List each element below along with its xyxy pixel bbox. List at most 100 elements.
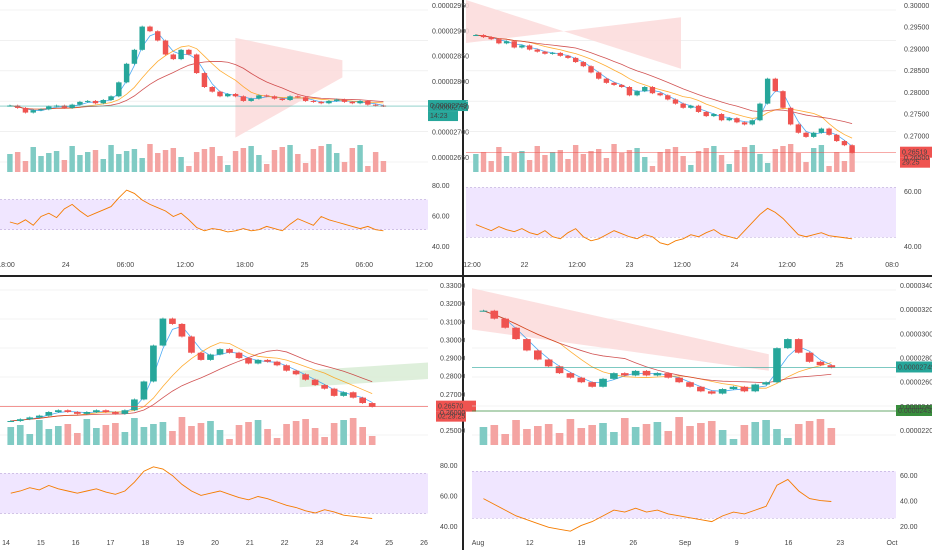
- candle-body: [795, 124, 802, 133]
- candle-body: [688, 105, 694, 108]
- time-axis-label: 12:00: [673, 262, 691, 269]
- candle-body: [45, 412, 53, 416]
- volume-bar: [849, 147, 855, 172]
- volume-bar: [121, 432, 129, 445]
- candle-body: [503, 41, 510, 44]
- candle-body: [16, 419, 24, 422]
- candle-body: [279, 98, 285, 101]
- volume-bar: [131, 418, 138, 445]
- volume-bar: [64, 424, 72, 445]
- volume-bar: [764, 163, 771, 172]
- volume-bar: [359, 427, 366, 445]
- candle-body: [102, 410, 110, 413]
- candle-body: [611, 82, 617, 85]
- candle-body: [610, 373, 618, 379]
- time-axis-label: 16: [72, 540, 80, 547]
- candle-body: [321, 385, 328, 389]
- volume-bar: [178, 157, 184, 172]
- volume-bar: [805, 421, 814, 445]
- volume-bar: [69, 146, 75, 172]
- time-axis-label: 22: [521, 262, 529, 269]
- time-axis-label: 18:00: [236, 262, 254, 269]
- candle-body: [490, 310, 499, 319]
- volume-bar: [503, 156, 510, 172]
- volume-bar: [726, 164, 732, 172]
- volume-bar: [178, 417, 186, 445]
- volume-bar: [490, 425, 499, 445]
- price-axis-label: 0.28500: [904, 68, 929, 75]
- candle-body: [588, 66, 594, 73]
- last-price-tag: [900, 146, 932, 158]
- chart-panel-top-right: [466, 0, 932, 246]
- volume-bar: [780, 146, 786, 172]
- volume-bar: [207, 421, 214, 445]
- volume-bar: [318, 146, 324, 172]
- candle-body: [197, 352, 205, 360]
- rsi-band: [0, 473, 428, 514]
- volume-bar: [672, 147, 679, 172]
- volume-bar: [588, 151, 594, 172]
- price-axis-label: 0.29500: [904, 25, 929, 32]
- candle-body: [14, 105, 21, 108]
- volume-bar: [84, 152, 91, 172]
- candle-body: [357, 100, 363, 104]
- time-axis-label: 22: [281, 540, 289, 547]
- candle-body: [634, 91, 640, 96]
- price-axis-label: 0.27000: [904, 133, 929, 140]
- last-price-label: 0.00002749: [430, 103, 467, 110]
- volume-bar: [816, 419, 825, 445]
- candle-body: [626, 87, 633, 96]
- candle-body: [718, 114, 725, 121]
- candle-body: [292, 370, 300, 375]
- candle-body: [557, 52, 563, 56]
- volume-bar: [7, 154, 13, 172]
- price-axis-label: 0.30000: [440, 337, 465, 344]
- last-price-tag: [428, 100, 468, 112]
- volume-bar: [787, 144, 794, 172]
- candle-body: [479, 310, 488, 312]
- volume-bar: [634, 148, 640, 172]
- ichimoku-cloud: [299, 362, 428, 388]
- volume-bar: [150, 424, 157, 445]
- candle-body: [519, 45, 525, 48]
- candle-body: [664, 373, 673, 378]
- countdown-tag: [436, 411, 466, 422]
- candle-body: [726, 118, 732, 121]
- time-axis-label: 12:00: [463, 262, 481, 269]
- volume-bar: [263, 164, 270, 172]
- volume-bar: [697, 423, 705, 445]
- volume-bar: [619, 153, 625, 172]
- volume-bar: [688, 165, 694, 172]
- candle-body: [642, 370, 651, 376]
- time-axis-label: 16: [785, 540, 793, 547]
- volume-bar: [264, 429, 271, 445]
- volume-bar: [512, 420, 520, 445]
- candle-body: [565, 55, 571, 58]
- price-axis-label: 0.33000: [440, 283, 465, 290]
- candle-body: [46, 106, 52, 110]
- candle-body: [544, 359, 553, 367]
- volume-bar: [557, 150, 563, 172]
- candle-body: [178, 49, 184, 60]
- volume-bar: [523, 429, 531, 445]
- candle-body: [330, 388, 338, 396]
- volume-bar: [245, 422, 252, 445]
- candle-body: [826, 128, 832, 135]
- candle-body: [225, 93, 231, 97]
- volume-bar: [256, 155, 262, 172]
- volume-bar: [131, 149, 138, 172]
- price-axis-label: 0.27000: [440, 392, 465, 399]
- candle-body: [695, 105, 702, 112]
- candle-body: [147, 26, 153, 32]
- rsi-axis-label: 40.00: [432, 244, 450, 251]
- volume-bar: [740, 425, 749, 445]
- price-axis-label: 0.00002900: [432, 28, 469, 35]
- volume-bar: [311, 428, 319, 445]
- time-axis-label: 9: [735, 540, 739, 547]
- rsi-line: [475, 207, 853, 246]
- volume-bar: [162, 150, 169, 172]
- volume-bar: [841, 161, 848, 172]
- volume-bar: [22, 161, 29, 172]
- volume-bar: [665, 149, 671, 172]
